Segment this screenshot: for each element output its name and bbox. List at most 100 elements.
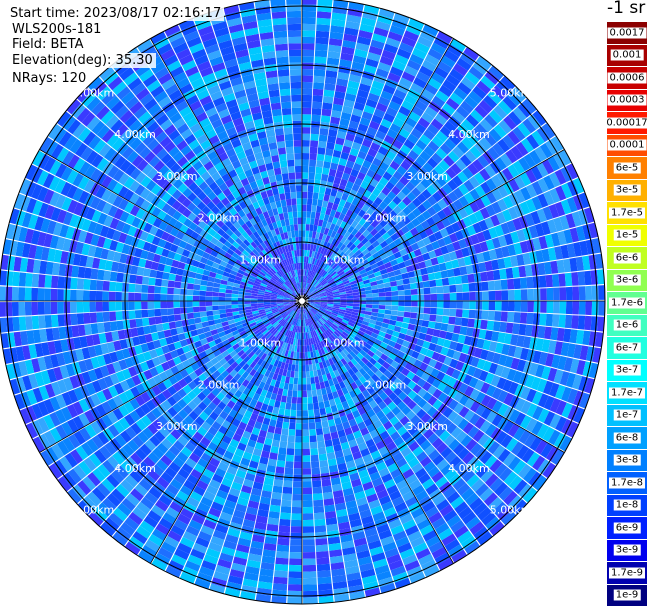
- beta-gate: [436, 459, 449, 471]
- beta-gate: [403, 138, 415, 150]
- beta-gate: [233, 372, 242, 381]
- beta-gate: [357, 330, 365, 337]
- beta-gate: [250, 454, 261, 463]
- beta-gate: [313, 506, 325, 514]
- beta-gate: [288, 429, 296, 436]
- beta-gate: [274, 380, 281, 388]
- beta-gate: [278, 447, 287, 455]
- beta-gate: [313, 306, 320, 310]
- beta-gate: [366, 493, 379, 503]
- beta-gate: [385, 106, 398, 117]
- beta-gate: [409, 571, 426, 584]
- beta-gate: [322, 263, 329, 270]
- beta-gate: [282, 389, 288, 397]
- beta-gate: [205, 291, 213, 297]
- beta-gate: [380, 240, 388, 249]
- beta-gate: [377, 191, 387, 201]
- beta-gate: [532, 276, 541, 288]
- beta-gate: [318, 288, 325, 293]
- beta-gate: [320, 303, 328, 305]
- beta-gate: [287, 389, 293, 397]
- beta-gate: [399, 327, 408, 335]
- beta-gate: [304, 243, 308, 251]
- beta-gate: [333, 321, 340, 328]
- beta-gate: [469, 400, 481, 413]
- beta-gate: [484, 260, 493, 272]
- beta-gate: [286, 307, 292, 313]
- beta-gate: [157, 415, 168, 426]
- beta-gate: [373, 196, 383, 206]
- beta-gate: [492, 444, 506, 459]
- beta-gate: [341, 386, 349, 395]
- beta-gate: [326, 294, 334, 297]
- beta-gate: [154, 430, 166, 443]
- beta-gate: [300, 307, 302, 314]
- beta-gate: [407, 165, 418, 177]
- beta-gate: [330, 431, 339, 440]
- beta-gate: [209, 583, 226, 594]
- beta-gate: [283, 328, 288, 336]
- beta-gate: [449, 232, 459, 243]
- beta-gate: [300, 306, 302, 314]
- beta-gate: [168, 375, 178, 386]
- beta-gate: [346, 195, 355, 204]
- beta-gate: [469, 521, 485, 536]
- beta-gate: [376, 236, 385, 245]
- beta-gate: [419, 134, 432, 146]
- beta-gate: [215, 564, 231, 575]
- beta-gate: [389, 160, 400, 171]
- beta-gate: [288, 571, 302, 579]
- beta-gate: [522, 336, 532, 349]
- beta-gate: [448, 276, 456, 285]
- beta-gate: [260, 367, 267, 376]
- beta-gate: [112, 532, 128, 547]
- beta-gate: [274, 313, 281, 319]
- beta-gate: [76, 290, 84, 301]
- beta-gate: [430, 42, 447, 55]
- beta-gate: [87, 472, 101, 487]
- beta-gate: [472, 429, 485, 443]
- beta-gate: [584, 270, 592, 286]
- beta-gate: [512, 266, 520, 278]
- beta-gate: [265, 530, 278, 539]
- beta-gate: [533, 301, 541, 313]
- beta-gate: [424, 83, 439, 96]
- beta-gate: [547, 367, 558, 382]
- beta-gate: [326, 305, 334, 308]
- beta-gate: [365, 438, 376, 448]
- beta-gate: [286, 343, 291, 351]
- beta-gate: [108, 301, 116, 312]
- beta-gate: [439, 430, 451, 442]
- beta-gate: [135, 318, 143, 328]
- beta-gate: [441, 418, 453, 430]
- beta-gate: [537, 178, 549, 193]
- beta-gate: [325, 310, 332, 314]
- beta-gate: [315, 259, 320, 266]
- beta-gate: [502, 95, 517, 111]
- beta-gate: [335, 318, 342, 324]
- beta-gate: [247, 341, 255, 349]
- beta-gate: [550, 327, 559, 341]
- beta-gate: [375, 387, 384, 396]
- beta-gate: [297, 397, 302, 404]
- beta-gate: [186, 496, 200, 508]
- beta-gate: [267, 385, 275, 393]
- beta-gate: [465, 516, 481, 530]
- beta-gate: [337, 352, 344, 360]
- beta-gate: [62, 437, 75, 452]
- beta-gate: [371, 240, 380, 248]
- beta-gate: [356, 352, 364, 360]
- beta-gate: [152, 447, 165, 459]
- beta-gate: [553, 432, 567, 449]
- beta-gate: [216, 489, 229, 500]
- beta-gate: [305, 332, 308, 340]
- beta-gate: [305, 290, 310, 297]
- beta-gate: [167, 287, 174, 295]
- beta-gate: [458, 406, 470, 418]
- beta-gate: [383, 436, 394, 446]
- beta-gate: [264, 331, 271, 338]
- beta-gate: [519, 241, 529, 254]
- beta-gate: [239, 491, 251, 501]
- beta-gate: [396, 165, 407, 176]
- beta-gate: [237, 376, 246, 385]
